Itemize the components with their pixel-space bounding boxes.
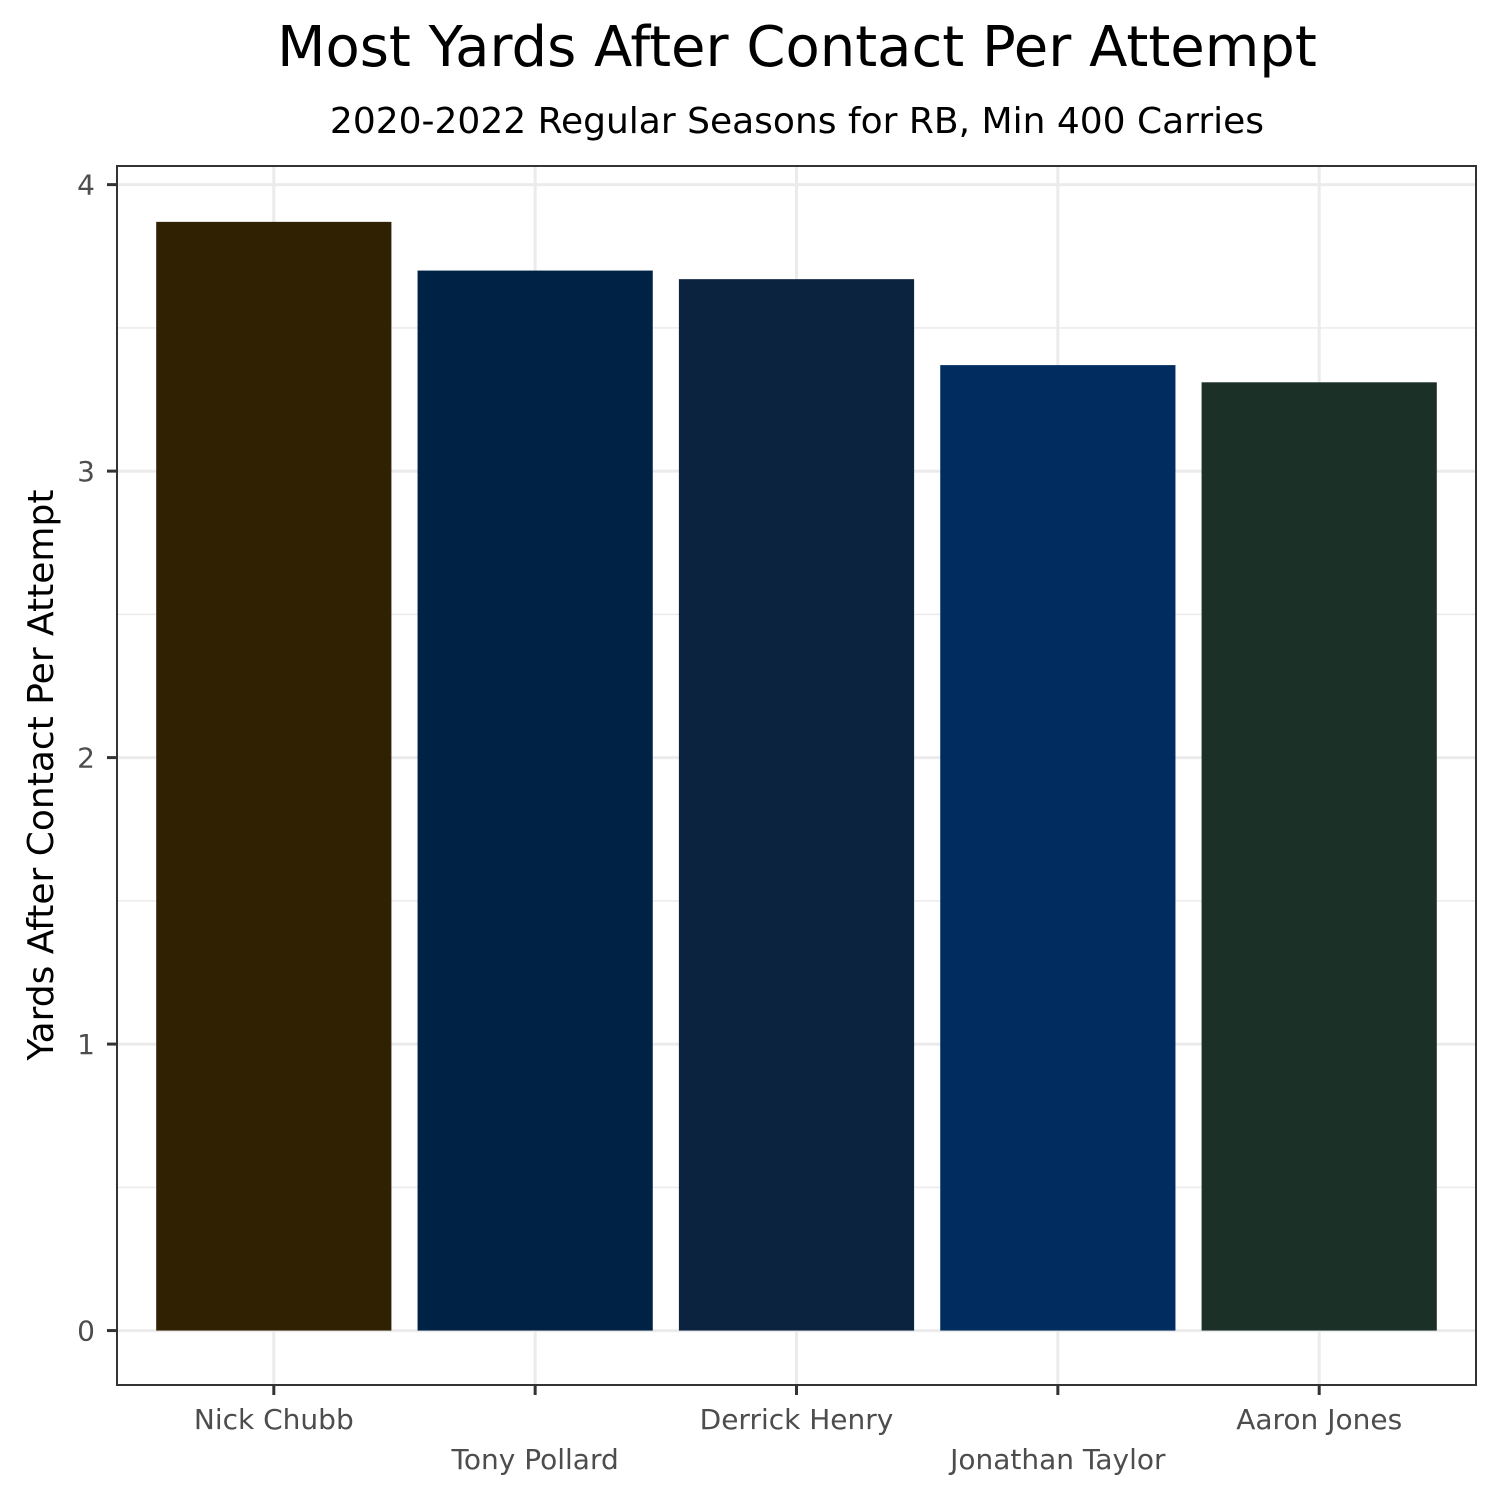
y-tick-label: 1 [77,1028,95,1061]
y-axis-title: Yards After Contact Per Attempt [21,490,62,1062]
y-tick-label: 3 [77,455,95,488]
bar-derrick-henry [678,279,915,1331]
y-tick-label: 2 [77,742,95,775]
x-tick-label: Derrick Henry [700,1403,894,1436]
x-tick-label: Nick Chubb [194,1403,354,1436]
bar-jonathan-taylor [940,365,1176,1331]
x-tick-label: Aaron Jones [1236,1403,1402,1436]
x-tick-label: Jonathan Taylor [948,1443,1166,1476]
bar-aaron-jones [1201,382,1437,1331]
y-tick-label: 0 [77,1315,95,1348]
x-tick-label: Tony Pollard [451,1443,619,1476]
chart-title: Most Yards After Contact Per Attempt [277,15,1317,80]
bar-nick-chubb [156,221,392,1331]
chart-subtitle: 2020-2022 Regular Seasons for RB, Min 40… [330,101,1264,142]
bar-tony-pollard [417,270,653,1331]
y-tick-label: 4 [77,169,95,202]
plot-area: 0 1 2 3 4 Nick Chubb Tony Pollard Derrick Henry… [77,165,1477,1476]
